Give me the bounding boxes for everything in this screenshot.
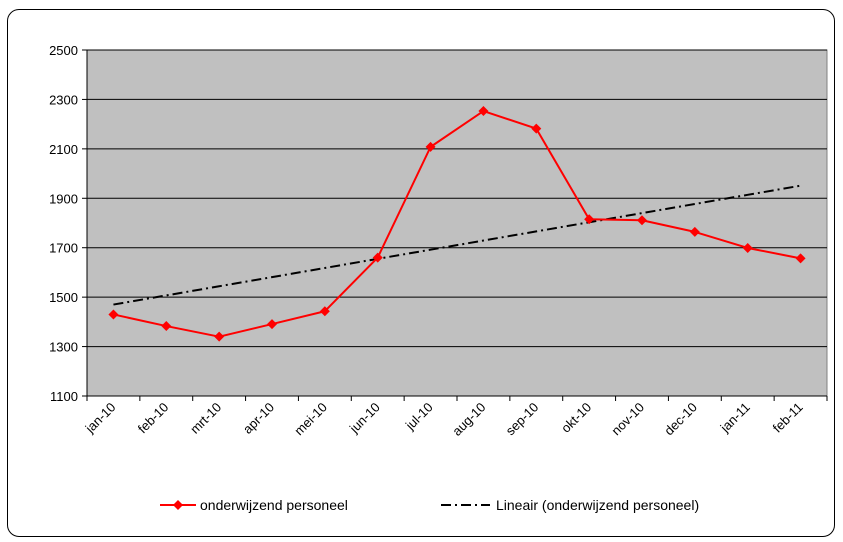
- data-point-marker: [425, 141, 436, 152]
- data-point-marker: [742, 242, 753, 253]
- y-tick-label: 2500: [49, 43, 78, 58]
- y-tick-label: 1900: [49, 191, 78, 206]
- x-tick-label: jun-10: [346, 400, 383, 437]
- y-tick-label: 1100: [50, 389, 78, 404]
- x-tick-label: jul-10: [402, 400, 436, 434]
- x-tick-label: mei-10: [291, 400, 330, 439]
- x-tick-label: feb-11: [770, 400, 806, 436]
- data-point-marker: [795, 253, 806, 264]
- axes: [82, 49, 828, 401]
- x-tick-label: mrt-10: [187, 400, 224, 437]
- y-tick-label: 2100: [49, 142, 78, 157]
- plot-area: [86, 49, 828, 397]
- series-line-lineair: [113, 184, 801, 306]
- series: [108, 106, 806, 342]
- legend-marker-diamond-icon: [173, 500, 183, 510]
- data-point-marker: [584, 214, 595, 225]
- data-point-marker: [531, 123, 542, 134]
- data-point-marker: [319, 306, 330, 317]
- x-tick-label: feb-10: [135, 400, 172, 437]
- y-tick-label: 2300: [49, 92, 78, 107]
- y-tick-label: 1500: [49, 290, 78, 305]
- y-tick-label: 1300: [49, 340, 78, 355]
- data-point-marker: [161, 321, 172, 332]
- data-point-marker: [372, 252, 383, 263]
- legend-label-onderwijzend-personeel: onderwijzend personeel: [200, 497, 348, 513]
- y-tick-label: 1700: [49, 241, 78, 256]
- data-point-marker: [267, 319, 277, 330]
- x-tick-labels: jan-10 feb-10 mrt-10 apr-10 mei-10 jun-10 jul-…: [82, 400, 806, 439]
- series-line-onderwijzend-personeel: [113, 110, 801, 338]
- x-tick-label: jan-11: [717, 400, 753, 436]
- legend-label-lineair: Lineair (onderwijzend personeel): [496, 497, 699, 513]
- x-tick-label: aug-10: [449, 400, 488, 439]
- y-tick-labels: 1100 1300 1500 1700 1900 2100 2300 2500: [49, 43, 78, 404]
- data-point-marker: [108, 309, 119, 320]
- x-tick-label: dec-10: [661, 400, 700, 439]
- x-tick-label: sep-10: [503, 400, 542, 439]
- data-point-marker: [214, 331, 225, 342]
- x-tick-label: apr-10: [240, 400, 277, 437]
- x-tick-label: okt-10: [558, 400, 594, 436]
- data-point-marker: [478, 106, 489, 117]
- x-tick-label: nov-10: [608, 400, 647, 439]
- legend: onderwijzend personeel Lineair (onderwij…: [160, 497, 699, 513]
- x-tick-label: jan-10: [82, 400, 119, 437]
- data-point-marker: [637, 215, 647, 226]
- data-point-marker: [689, 226, 700, 237]
